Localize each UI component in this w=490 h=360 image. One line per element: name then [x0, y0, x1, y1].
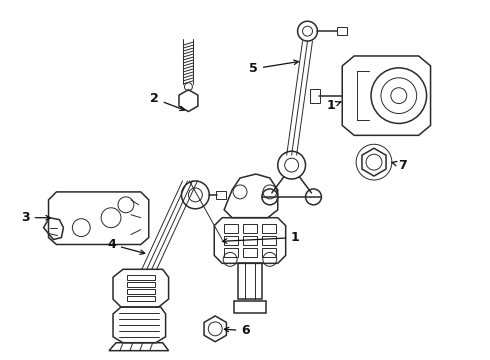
Bar [337, 27, 347, 35]
Bar [311, 89, 320, 103]
Bar [243, 236, 257, 245]
Bar [224, 224, 238, 233]
Bar [243, 224, 257, 233]
Text: 5: 5 [249, 60, 298, 75]
Bar [216, 191, 226, 199]
Bar [224, 248, 238, 257]
Bar [127, 282, 155, 287]
Text: 1: 1 [326, 99, 341, 112]
Bar [262, 236, 276, 245]
Bar [127, 289, 155, 294]
Bar [127, 296, 155, 301]
Bar [234, 301, 266, 313]
Text: 7: 7 [392, 159, 407, 172]
Bar [224, 236, 238, 245]
Text: 1: 1 [222, 231, 299, 244]
Bar [262, 248, 276, 257]
Bar [127, 275, 155, 280]
Bar [243, 248, 257, 257]
Text: 4: 4 [107, 238, 145, 255]
Bar [262, 224, 276, 233]
Text: 6: 6 [224, 324, 250, 337]
Text: 2: 2 [150, 92, 185, 111]
Text: 3: 3 [21, 211, 50, 224]
